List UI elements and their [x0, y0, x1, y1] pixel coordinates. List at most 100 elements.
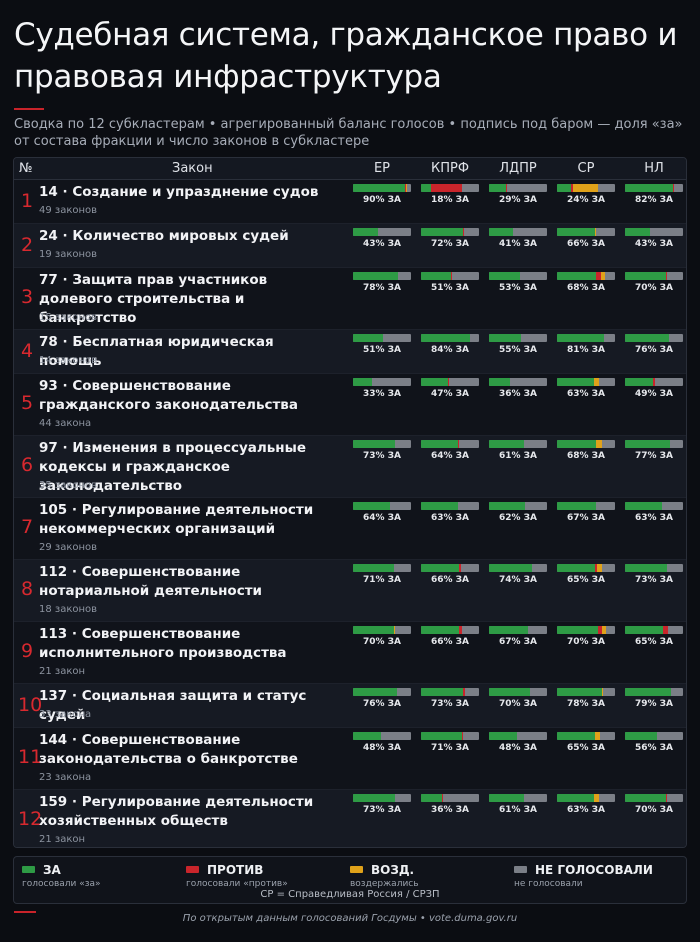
vote-cell: 77% ЗА — [625, 440, 683, 461]
vote-cell: 18% ЗА — [421, 184, 479, 205]
vote-bar-segment-za — [421, 794, 442, 802]
vote-percent-label: 71% ЗА — [430, 743, 470, 753]
vote-bar — [489, 378, 547, 386]
vote-cell: 73% ЗА — [353, 440, 411, 461]
vote-bar-segment-za — [353, 626, 394, 634]
vote-bar — [625, 184, 683, 192]
vote-percent-label: 51% ЗА — [430, 283, 470, 293]
vote-percent-label: 70% ЗА — [362, 637, 402, 647]
table-row: 7 105 · Регулирование деятельности некомм… — [14, 498, 686, 560]
vote-cell: 70% ЗА — [557, 626, 615, 647]
vote-percent-label: 68% ЗА — [566, 451, 606, 461]
law-count: 29 законов — [39, 542, 98, 553]
vote-cell: 65% ЗА — [557, 732, 615, 753]
table-row: 5 93 · Совершенствование гражданского зак… — [14, 374, 686, 436]
vote-percent-label: 73% ЗА — [430, 699, 470, 709]
vote-bar-segment-za — [489, 184, 506, 192]
vote-cell: 33% ЗА — [353, 378, 411, 399]
vote-bar-segment-za — [353, 564, 395, 572]
vote-bar-segment-pr — [448, 378, 450, 386]
vote-bar-segment-vz — [595, 228, 597, 236]
vote-bar-segment-vz — [393, 626, 395, 634]
vote-bar-segment-za — [489, 334, 521, 342]
vote-percent-label: 48% ЗА — [362, 743, 402, 753]
vote-bar — [625, 688, 683, 696]
vote-bar-segment-za — [421, 184, 432, 192]
vote-bar — [489, 440, 547, 448]
vote-bar — [353, 184, 411, 192]
vote-cell: 61% ЗА — [489, 794, 547, 815]
vote-bar — [557, 334, 615, 342]
vote-percent-label: 56% ЗА — [634, 743, 674, 753]
vote-percent-label: 73% ЗА — [634, 575, 674, 585]
vote-cell: 65% ЗА — [557, 564, 615, 585]
vote-cell: 47% ЗА — [421, 378, 479, 399]
vote-bar-segment-za — [625, 334, 670, 342]
vote-cell: 63% ЗА — [421, 502, 479, 523]
law-count: 21 закон — [39, 666, 86, 677]
law-title: 105 · Регулирование деятельности некомме… — [39, 502, 314, 537]
vote-bar — [421, 564, 479, 572]
col-header-party: ЕР — [373, 161, 391, 176]
vote-percent-label: 64% ЗА — [430, 451, 470, 461]
vote-percent-label: 24% ЗА — [566, 195, 606, 205]
legend: ЗА голосовали «за» ПРОТИВ голосовали «пр… — [13, 856, 687, 904]
vote-cell: 66% ЗА — [557, 228, 615, 249]
vote-cell: 61% ЗА — [489, 440, 547, 461]
vote-bar-segment-za — [489, 440, 525, 448]
vote-bar — [489, 732, 547, 740]
vote-bar — [557, 272, 615, 280]
vote-cell: 73% ЗА — [625, 564, 683, 585]
law-title: 113 · Совершенствование исполнительного … — [39, 626, 287, 661]
row-number: 5 — [20, 392, 34, 414]
vote-bar — [557, 378, 615, 386]
vote-bar-segment-za — [489, 564, 532, 572]
vote-bar — [489, 626, 547, 634]
row-number: 8 — [20, 578, 34, 600]
vote-bar-segment-za — [557, 228, 596, 236]
vote-bar — [421, 334, 479, 342]
vote-bar-segment-za — [557, 378, 594, 386]
vote-bar-segment-za — [557, 184, 571, 192]
vote-bar — [625, 440, 683, 448]
vote-bar-segment-pr — [672, 184, 674, 192]
vote-bar — [489, 794, 547, 802]
vote-bar-segment-vz — [593, 378, 600, 386]
vote-cell: 62% ЗА — [489, 502, 547, 523]
vote-bar-segment-pr — [665, 272, 668, 280]
vote-bar-segment-pr — [441, 794, 444, 802]
law-count: 21 закон — [39, 834, 86, 845]
vote-percent-label: 67% ЗА — [498, 637, 538, 647]
vote-bar-segment-za — [625, 228, 650, 236]
row-number: 2 — [20, 234, 34, 256]
vote-percent-label: 51% ЗА — [362, 345, 402, 355]
vote-cell: 71% ЗА — [421, 732, 479, 753]
vote-bar-segment-pr — [570, 184, 574, 192]
vote-bar-segment-vz — [596, 440, 603, 448]
vote-percent-label: 70% ЗА — [566, 637, 606, 647]
vote-bar — [625, 794, 683, 802]
vote-bar — [353, 564, 411, 572]
vote-percent-label: 65% ЗА — [634, 637, 674, 647]
vote-bar — [353, 440, 411, 448]
row-number: 7 — [20, 516, 34, 538]
vote-bar — [421, 272, 479, 280]
vote-bar — [353, 334, 411, 342]
vote-bar-segment-za — [625, 732, 658, 740]
vote-percent-label: 76% ЗА — [362, 699, 402, 709]
vote-cell: 71% ЗА — [353, 564, 411, 585]
vote-cell: 70% ЗА — [353, 626, 411, 647]
table-row: 8 112 · Совершенствование нотариальной де… — [14, 560, 686, 622]
vote-cell: 36% ЗА — [421, 794, 479, 815]
vote-bar — [625, 502, 683, 510]
vote-percent-label: 33% ЗА — [362, 389, 402, 399]
vote-cell: 48% ЗА — [353, 732, 411, 753]
vote-percent-label: 84% ЗА — [430, 345, 470, 355]
law-count: 19 законов — [39, 249, 98, 260]
vote-bar — [557, 794, 615, 802]
table-row: 9 113 · Совершенствование исполнительного… — [14, 622, 686, 684]
vote-cell: 81% ЗА — [557, 334, 615, 355]
legend-label: ЗА — [43, 863, 61, 877]
legend-label: НЕ ГОЛОСОВАЛИ — [535, 863, 653, 877]
law-title: 77 · Защита прав участников долевого стр… — [39, 272, 268, 326]
